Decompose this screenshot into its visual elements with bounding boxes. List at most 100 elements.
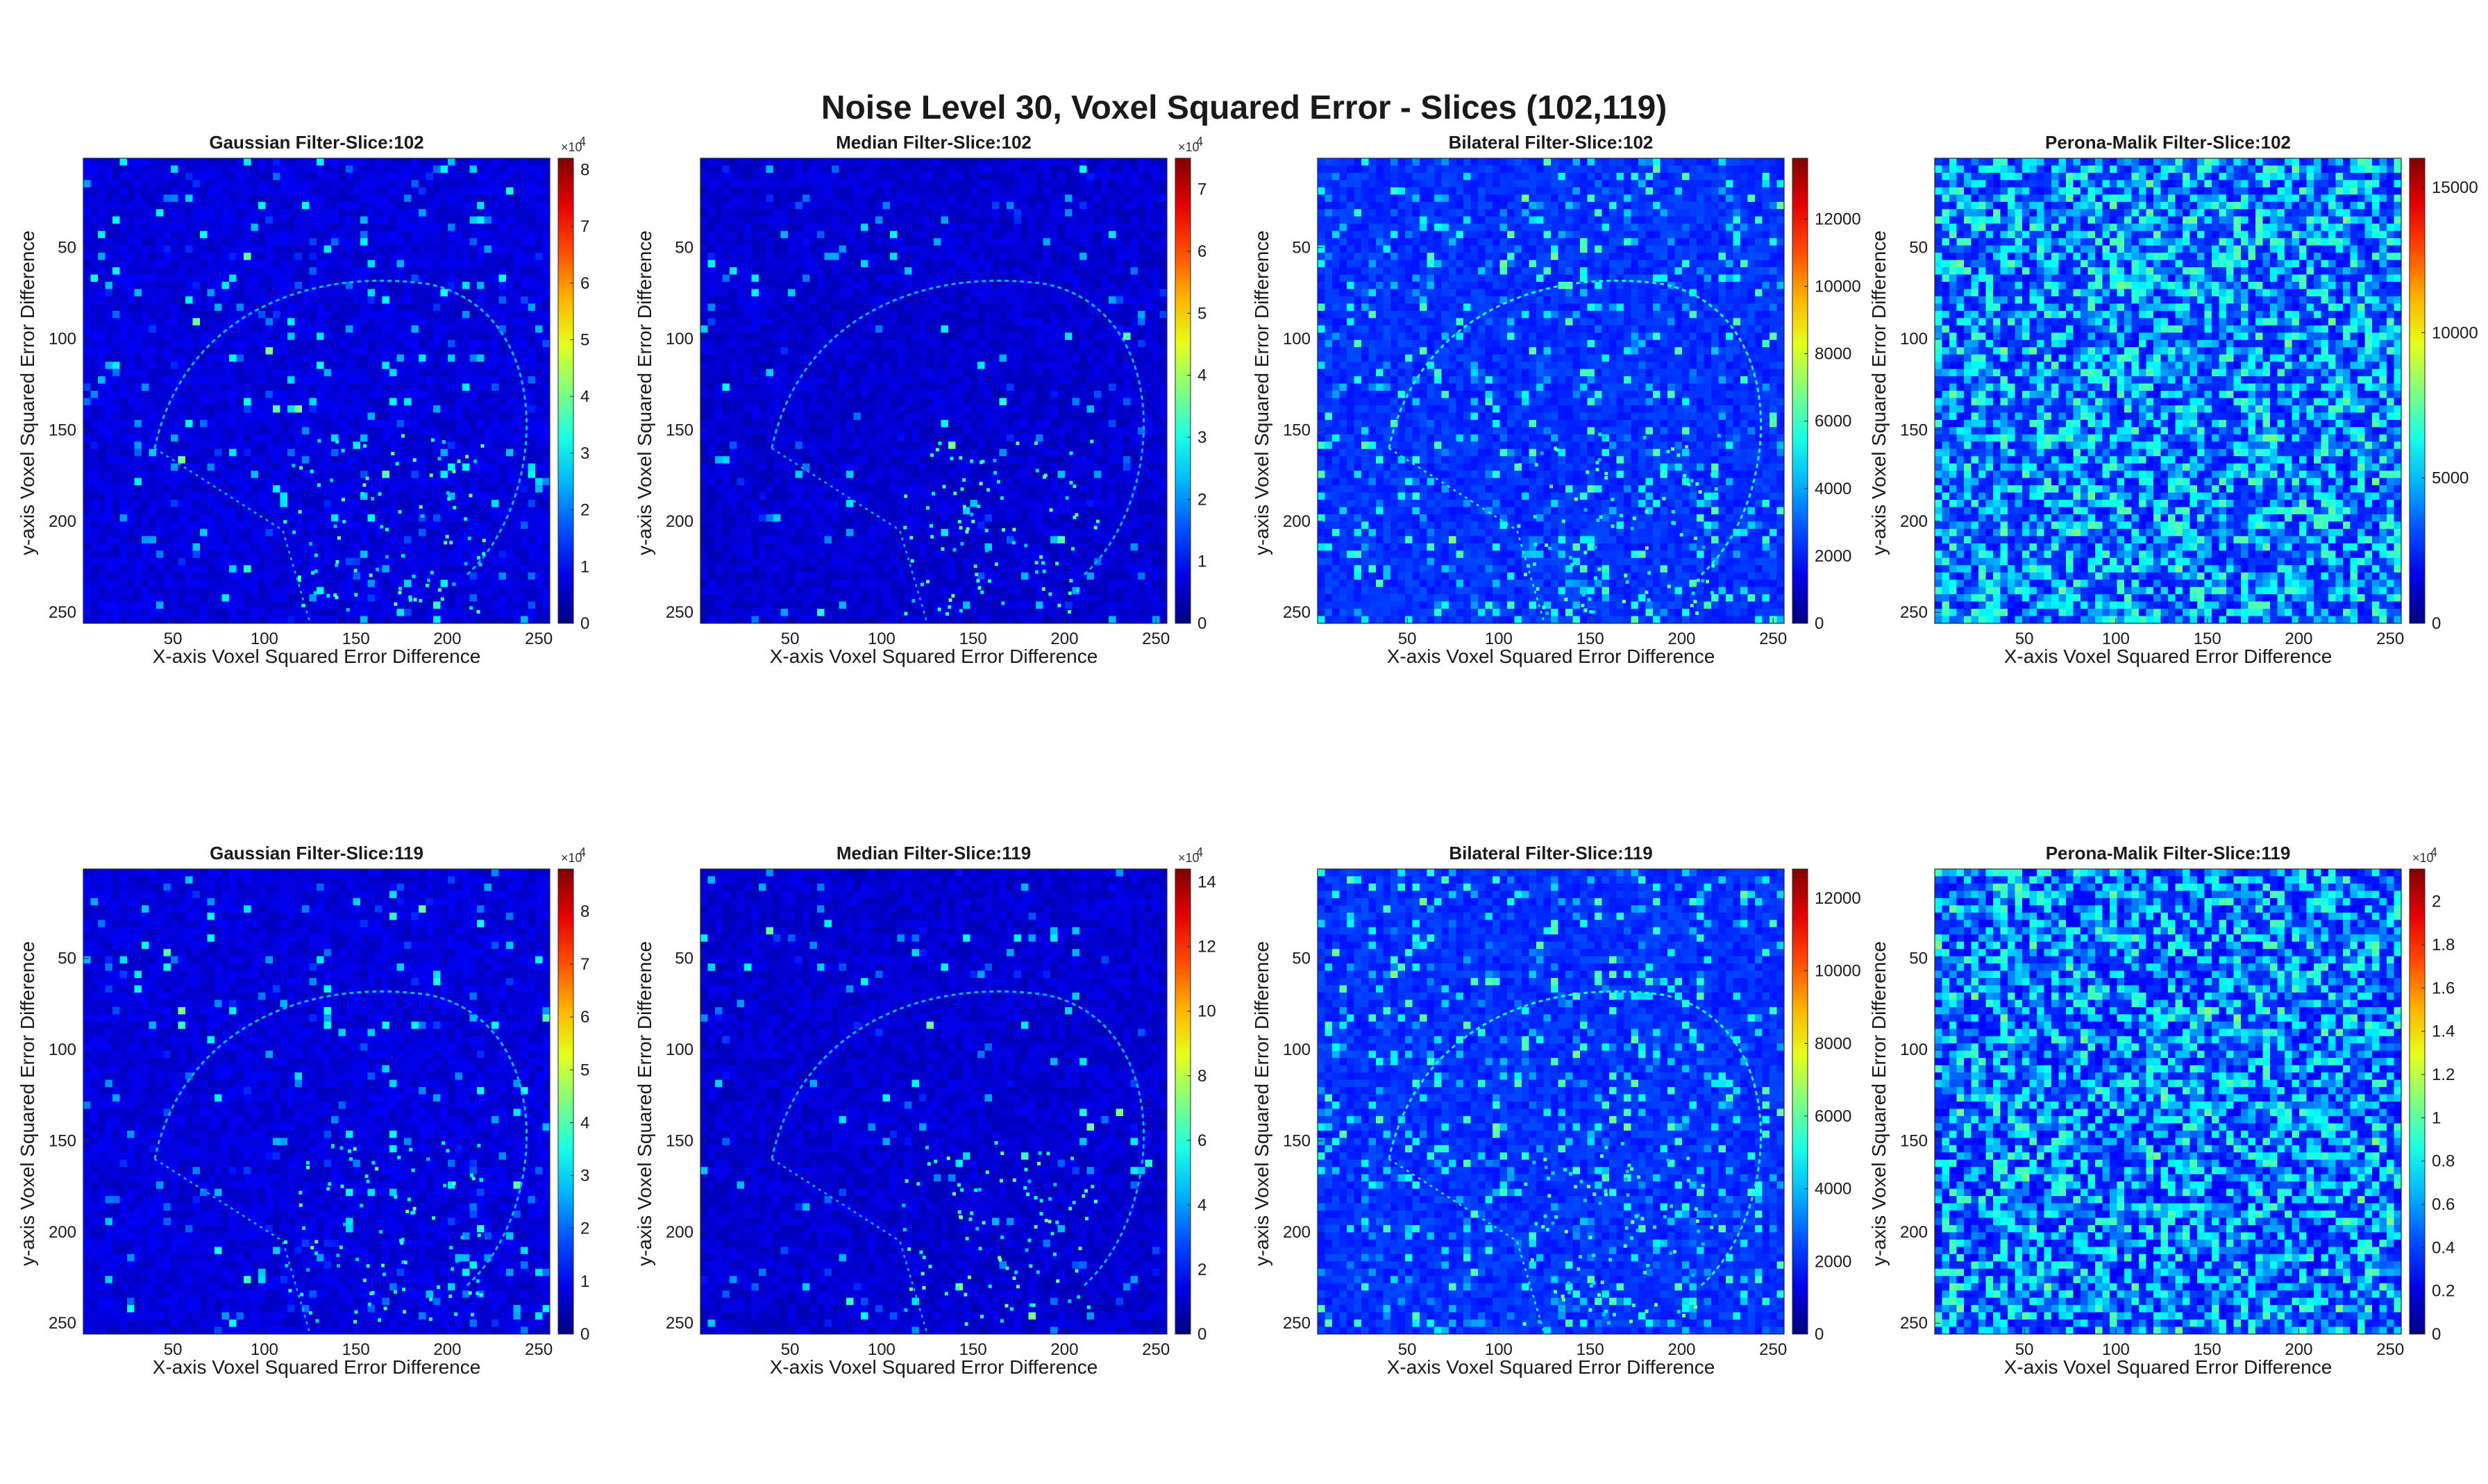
heatmap-cell <box>426 463 434 471</box>
x-tick-label: 250 <box>525 630 553 648</box>
heatmap-cell <box>156 180 165 188</box>
heatmap-cell <box>323 230 332 239</box>
heatmap-cell <box>528 310 536 319</box>
heatmap-cell <box>244 369 252 377</box>
heatmap-cell <box>528 253 536 261</box>
heatmap-cell <box>433 601 442 609</box>
heatmap-cell <box>265 412 274 421</box>
heatmap-cell <box>498 194 507 203</box>
heatmap-cell <box>744 209 753 217</box>
heatmap-cell <box>112 471 121 479</box>
heatmap-cell <box>455 434 463 442</box>
heatmap-cell <box>244 441 252 450</box>
heatmap-cell <box>715 412 723 421</box>
heatmap-cell <box>294 260 303 268</box>
heatmap-cell <box>142 587 150 595</box>
heatmap-cell <box>294 492 303 500</box>
heatmap-cell <box>280 187 288 195</box>
heatmap-cell <box>426 398 434 406</box>
heatmap-cell <box>375 543 383 551</box>
heatmap-cell <box>737 209 745 217</box>
heatmap-cell <box>185 224 194 232</box>
heatmap-cell <box>542 172 550 181</box>
heatmap-cell <box>178 383 186 391</box>
heatmap-cell <box>98 557 106 566</box>
heatmap-cell <box>200 507 208 515</box>
heatmap-cell <box>780 339 789 348</box>
heatmap-cell <box>722 507 730 515</box>
heatmap-cell <box>367 201 376 210</box>
heatmap-cell <box>142 550 150 559</box>
heatmap-cell <box>521 369 529 377</box>
heatmap-cell <box>353 507 361 515</box>
heatmap-cell <box>513 172 521 181</box>
heatmap-cell <box>737 369 745 377</box>
heatmap-cell <box>200 572 208 580</box>
heatmap-cell <box>353 194 361 203</box>
heatmap-cell <box>737 594 745 602</box>
heatmap-cell <box>542 318 550 326</box>
heatmap-cell <box>448 224 456 232</box>
heatmap-cell <box>317 369 325 377</box>
heatmap-cell <box>751 398 759 406</box>
heatmap-cell <box>766 550 774 559</box>
heatmap-cell <box>367 209 376 217</box>
heatmap-cell <box>200 521 208 530</box>
heatmap-cell <box>404 609 412 617</box>
heatmap-cell <box>244 616 252 623</box>
heatmap-cell <box>178 427 186 435</box>
heatmap-cell <box>265 238 274 246</box>
heatmap-cell <box>244 224 252 232</box>
heatmap-cell <box>730 448 738 457</box>
heatmap-cell <box>535 528 544 537</box>
heatmap-cell <box>744 448 753 457</box>
heatmap-cell <box>317 267 325 276</box>
heatmap-cell <box>338 500 346 508</box>
heatmap-cell <box>331 485 339 494</box>
heatmap-cell <box>105 187 113 195</box>
heatmap-cell <box>90 441 99 450</box>
heatmap-cell <box>127 412 135 421</box>
heatmap-cell <box>469 172 478 181</box>
heatmap-cell <box>317 216 325 224</box>
heatmap-cell <box>535 209 544 217</box>
heatmap-cell <box>744 362 753 370</box>
heatmap-cell <box>280 580 288 588</box>
heatmap-cell <box>455 209 463 217</box>
heatmap-cell <box>215 310 223 319</box>
heatmap-cell <box>105 296 113 304</box>
error-speckle <box>385 555 389 559</box>
heatmap-cell <box>83 339 92 348</box>
heatmap-cell <box>244 500 252 508</box>
heatmap-cell <box>200 310 208 319</box>
heatmap-cell <box>142 419 150 428</box>
heatmap-panel-gaussian-102: Gaussian Filter-Slice:102 50 100 150 200 250… <box>17 132 639 687</box>
heatmap-cell <box>200 230 208 239</box>
heatmap-cell <box>338 419 346 428</box>
heatmap-cell <box>323 318 332 326</box>
heatmap-cell <box>730 281 738 290</box>
heatmap-cell <box>469 318 478 326</box>
heatmap-cell <box>221 224 230 232</box>
heatmap-cell <box>280 427 288 435</box>
heatmap-cell <box>244 260 252 268</box>
heatmap-cell <box>309 310 317 319</box>
heatmap-cell <box>207 580 215 588</box>
heatmap-cell <box>477 201 485 210</box>
heatmap-cell <box>127 238 135 246</box>
heatmap-cell <box>207 543 215 551</box>
heatmap-cell <box>440 528 448 537</box>
heatmap-cell <box>722 260 730 268</box>
heatmap-cell <box>142 405 150 414</box>
heatmap-cell <box>221 398 230 406</box>
heatmap-cell <box>462 601 471 609</box>
heatmap-cell <box>317 238 325 246</box>
heatmap-cell <box>773 441 782 450</box>
heatmap-cell <box>715 441 723 450</box>
heatmap-cell <box>484 500 492 508</box>
heatmap-cell <box>389 369 398 377</box>
heatmap-cell <box>751 441 759 450</box>
heatmap-cell <box>513 536 521 544</box>
heatmap-cell <box>766 500 774 508</box>
heatmap-cell <box>309 383 317 391</box>
